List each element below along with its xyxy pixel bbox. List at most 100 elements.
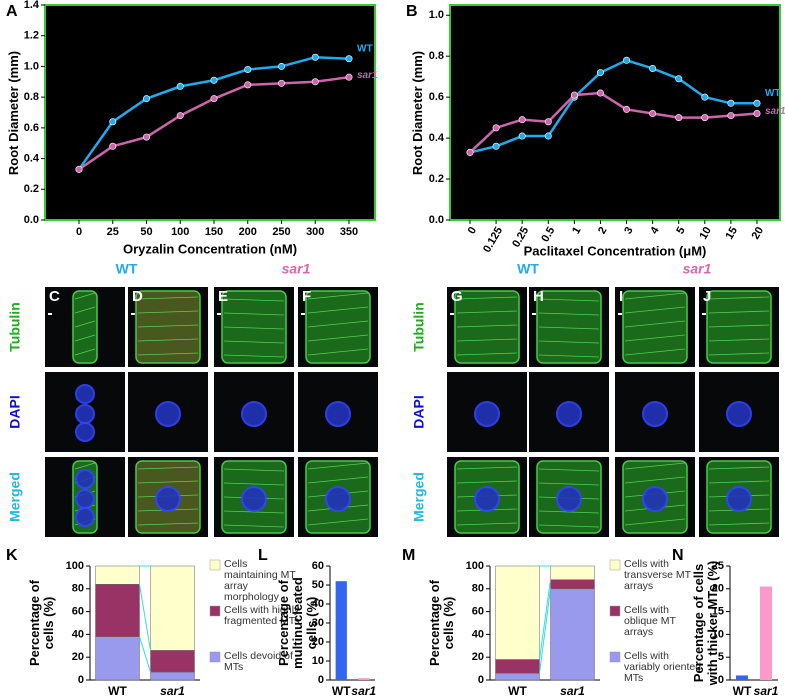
nucleus [642,486,668,512]
column-header: sar1 [683,261,712,277]
point [727,112,735,120]
bar-segment [495,672,540,681]
bar-segment [550,579,595,590]
x-tick-label: 200 [239,226,257,238]
y-tick-label: 60 [472,606,484,618]
y-tick-label: 15 [712,606,724,618]
microtubule [624,476,686,484]
bar-segment [95,583,140,637]
bar-segment [150,650,195,673]
point [623,105,631,113]
nucleus [556,486,582,512]
y-axis-label: Percentage of cells with thicker MTs (%) [691,560,720,686]
y-tick-label: 0 [478,674,484,686]
cell-tubulin [706,290,772,364]
point [143,133,151,141]
x-tick-label: sar1 [351,684,376,698]
y-tick-label: 1.4 [24,0,40,11]
microtubule [624,462,686,470]
panel-label: A [6,3,18,20]
point [649,64,657,72]
point [518,116,526,124]
point [277,79,285,87]
nucleus [726,401,752,427]
microtubule [74,334,96,342]
panel-label: E [218,288,228,305]
legend-label: WT [357,43,373,54]
microtubule [538,354,600,358]
microtubule [538,326,600,330]
point [596,69,604,77]
x-tick-label: 0 [76,226,82,238]
y-tick-label: 20 [472,651,484,663]
microtubule [538,312,600,316]
y-tick-label: 50 [312,579,324,591]
microtubule [137,522,199,526]
bar-segment [95,565,140,585]
point [109,142,117,150]
panel-label: G [451,288,463,305]
microtubule [708,352,770,356]
y-tick-label: 100 [66,560,84,572]
x-tick-label: 20 [750,225,767,242]
point [623,56,631,64]
microtubule [307,334,369,342]
microtubule [307,476,369,484]
point [544,118,552,126]
scale-bar [48,313,52,315]
y-tick-label: 0.8 [429,50,444,62]
x-tick-label: 350 [340,226,358,238]
microtubule [456,480,518,484]
connector [139,636,151,673]
nucleus [241,401,267,427]
cell-tubulin [305,290,371,364]
microtubule [137,466,199,470]
y-tick-label: 10 [312,655,324,667]
y-tick-label: 1.0 [429,9,444,21]
legend-label: Cells maintaining MT array morphology [224,558,296,603]
panel-label: F [302,288,311,305]
legend-swatch [609,559,621,571]
x-tick-label: 0 [466,225,479,236]
microtubule [74,292,96,300]
y-tick-label: 0 [78,674,84,686]
cell-tubulin [536,290,602,364]
point [311,53,319,61]
point [277,62,285,70]
microtubule [456,338,518,342]
microtubule [624,518,686,526]
microtubule [307,306,369,314]
y-tick-label: 0 [718,674,724,686]
microtubule [307,518,369,526]
microtubule [708,296,770,300]
nucleus [155,486,181,512]
cell-tubulin [622,290,688,364]
x-tick-label: sar1 [160,684,185,698]
y-tick-label: 80 [472,583,484,595]
connector [139,584,151,651]
microtubule [137,324,199,328]
plot-area [44,4,376,221]
y-tick-label: 80 [72,583,84,595]
y-tick-label: 0.6 [429,91,444,103]
legend-label: sar1 [765,106,785,117]
y-axis-label: Percentage of multinucleated cells (%) [276,577,319,669]
y-tick-label: 30 [312,617,324,629]
microtubule [624,348,686,356]
point [75,165,83,173]
line [469,91,758,154]
legend-label: sar1 [357,70,378,81]
legend-label: Cells with oblique MT arrays [624,604,676,638]
scale-bar [532,313,536,315]
x-tick-label: 1 [570,225,583,236]
point [492,142,500,150]
point [675,114,683,122]
microtubule [456,352,518,356]
point [649,110,657,118]
y-tick-label: 20 [72,651,84,663]
x-tick-label: 25 [107,226,119,238]
microtubule [538,298,600,302]
y-axis-label: Percentage of cells (%) [27,580,56,666]
microtubule [538,340,600,344]
y-tick-label: 0.2 [429,173,444,185]
